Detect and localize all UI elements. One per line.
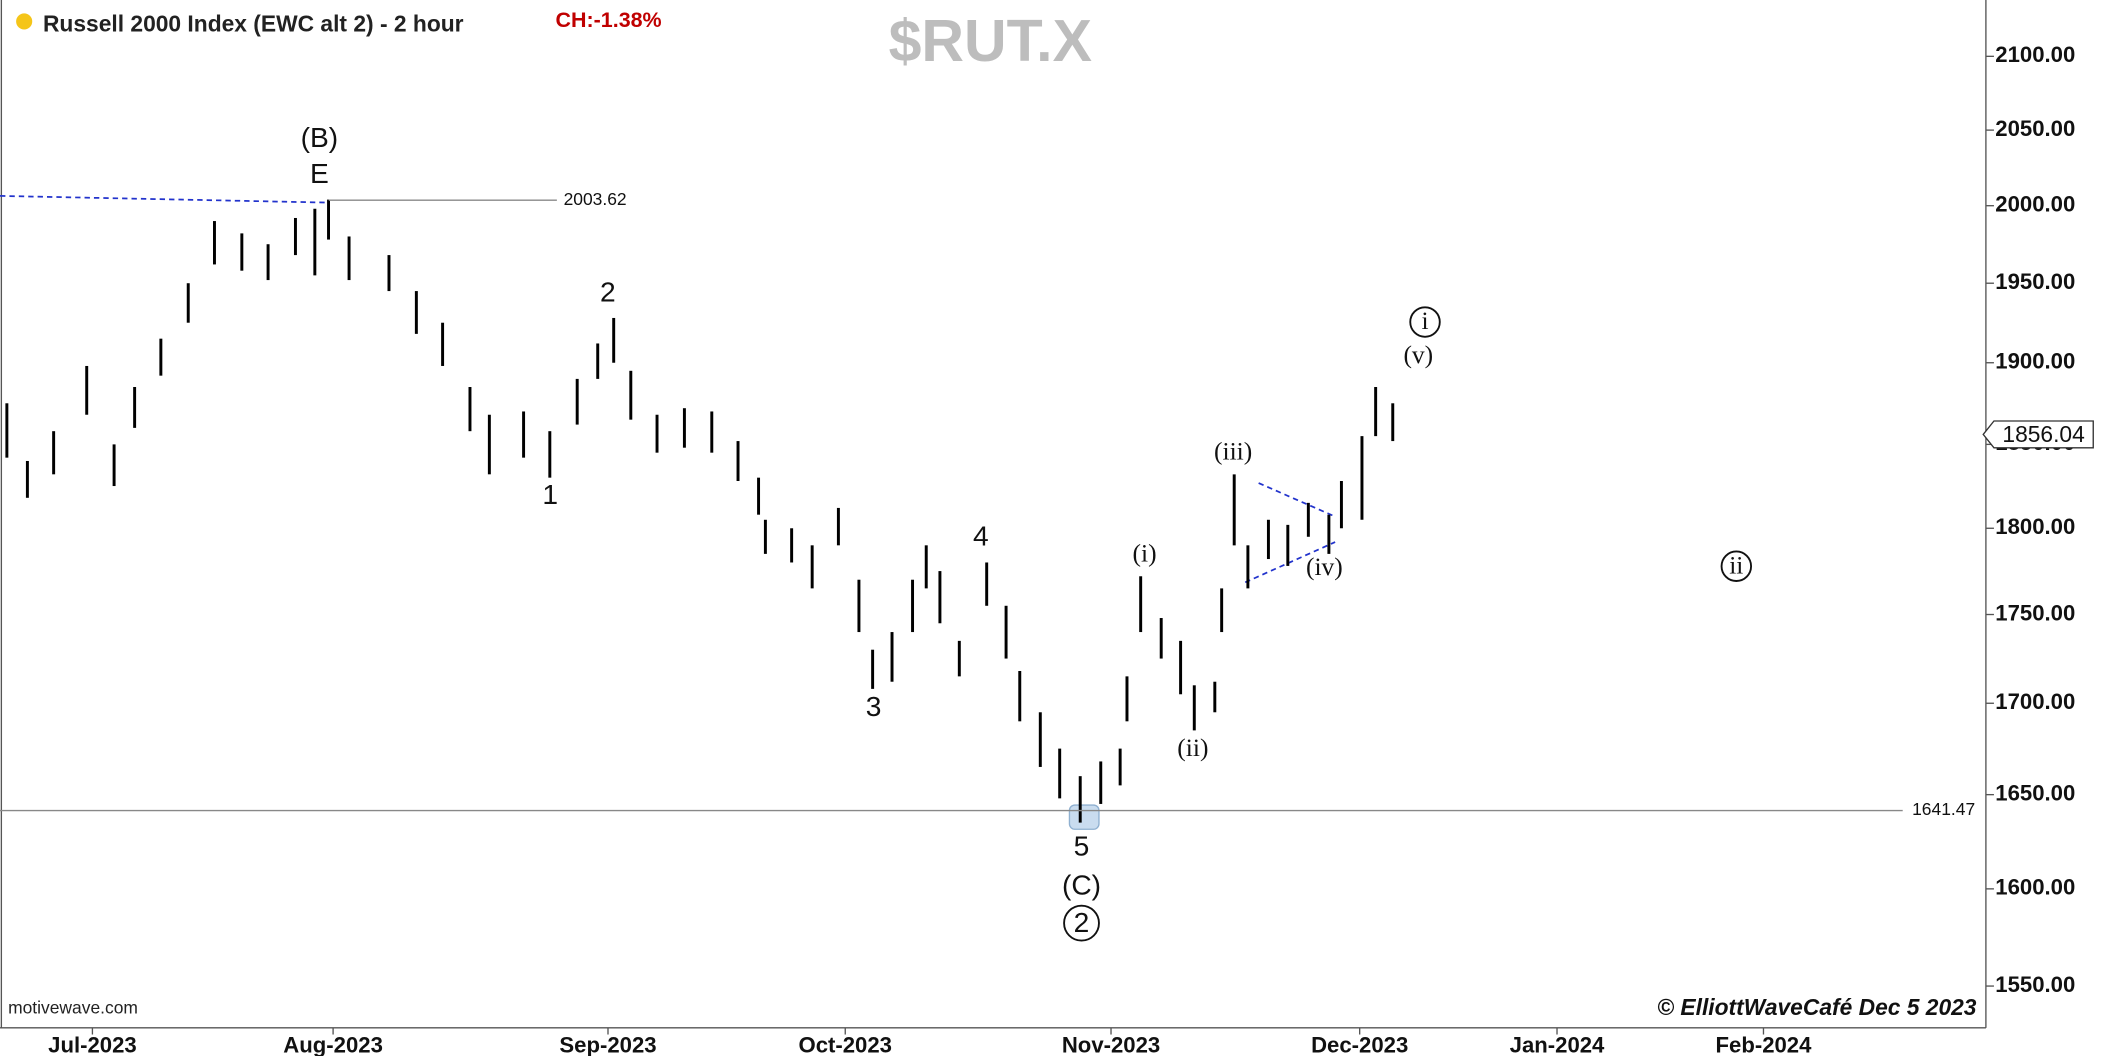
- wave-circle: [1063, 904, 1100, 942]
- x-tick-label: Dec-2023: [1311, 1032, 1408, 1056]
- wave-label: 2: [1074, 906, 1090, 938]
- y-tick-label: 1950.00: [1995, 269, 2075, 294]
- y-tick-label: 1800.00: [1995, 514, 2075, 539]
- y-tick-label: 1900.00: [1995, 349, 2075, 374]
- wave-label: 1: [542, 478, 558, 510]
- triangle-lower: [1244, 541, 1336, 584]
- wave-circle: [1409, 306, 1441, 338]
- wave-label: 3: [866, 690, 882, 722]
- last-price-box: [1982, 420, 2094, 449]
- y-tick-label: 2100.00: [1995, 42, 2075, 67]
- x-tick-label: Jul-2023: [48, 1032, 137, 1056]
- chart-title: Russell 2000 Index (EWC alt 2) - 2 hour: [43, 11, 464, 37]
- y-tick-label: 1750.00: [1995, 600, 2075, 625]
- y-tick-label: 1600.00: [1995, 875, 2075, 900]
- x-tick-label: Feb-2024: [1716, 1032, 1813, 1056]
- triangle-upper: [1258, 482, 1336, 518]
- x-tick-label: Sep-2023: [559, 1032, 656, 1056]
- x-tick-label: Nov-2023: [1062, 1032, 1160, 1056]
- last-price-label: 1856.04: [2002, 421, 2085, 447]
- y-tick-label: 2050.00: [1995, 116, 2075, 141]
- wave-label: (iv): [1306, 552, 1343, 581]
- x-tick-label: Aug-2023: [283, 1032, 383, 1056]
- wave-label: 4: [973, 520, 989, 552]
- low-highlight: [1068, 804, 1100, 830]
- wave-label: (C): [1062, 868, 1101, 900]
- wave-label: 5: [1074, 829, 1090, 861]
- y-tick-label: 1550.00: [1995, 972, 2075, 997]
- wave-label: 2: [600, 275, 616, 307]
- credit-label: © ElliottWaveCafé Dec 5 2023: [1657, 994, 1977, 1020]
- y-tick-label: 1650.00: [1995, 780, 2075, 805]
- wave-label: (B): [301, 121, 339, 153]
- wave-label: (v): [1403, 340, 1433, 369]
- wave-label: (ii): [1177, 733, 1208, 762]
- price-level-label: 1641.47: [1912, 799, 1975, 819]
- wave-label: i: [1421, 306, 1428, 335]
- price-level-label: 2003.62: [564, 189, 627, 209]
- symbol-watermark: $RUT.X: [889, 8, 1092, 74]
- wave-label: (iii): [1214, 436, 1252, 465]
- source-label: motivewave.com: [8, 998, 138, 1018]
- wave-label: E: [310, 157, 329, 189]
- x-tick-label: Oct-2023: [799, 1032, 892, 1056]
- status-dot: [16, 13, 33, 30]
- change-label: CH:-1.38%: [556, 8, 662, 32]
- trendline: [0, 195, 329, 204]
- wave-circle: [1720, 550, 1753, 582]
- y-tick-label: 2000.00: [1995, 192, 2075, 217]
- wave-label: ii: [1729, 550, 1743, 579]
- x-tick-label: Jan-2024: [1510, 1032, 1605, 1056]
- wave-label: (i): [1133, 538, 1157, 567]
- y-tick-label: 1700.00: [1995, 689, 2075, 714]
